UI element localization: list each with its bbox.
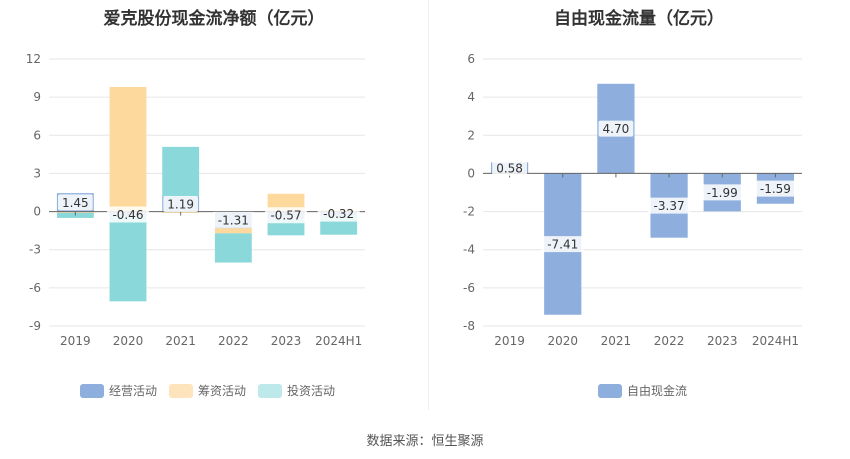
- legend-label-financing: 筹资活动: [198, 384, 247, 398]
- legend-swatch-financing: [169, 383, 194, 398]
- data-label: 1.45: [62, 196, 89, 210]
- y-tick-label: -9: [29, 319, 41, 333]
- y-tick-label: 6: [33, 128, 41, 142]
- data-label: -0.57: [270, 209, 301, 223]
- x-tick-label: 2021: [165, 334, 196, 348]
- data-label: -0.46: [112, 208, 143, 222]
- left-chart-legend: 经营活动 筹资活动 投资活动: [80, 382, 335, 399]
- data-label: 1.19: [167, 198, 194, 212]
- x-tick-label: 2022: [218, 334, 249, 348]
- legend-item-financing[interactable]: 筹资活动: [169, 382, 246, 399]
- y-tick-label: 3: [33, 166, 41, 180]
- bar-investing: [162, 146, 200, 197]
- legend-item-investing[interactable]: 投资活动: [258, 382, 335, 399]
- data-label-bg: [317, 205, 360, 222]
- x-tick-label: 2019: [60, 334, 91, 348]
- data-label-bg: [754, 180, 797, 197]
- legend-swatch-operating: [80, 383, 104, 398]
- legend-label-operating: 经营活动: [109, 384, 158, 398]
- data-label-bg: [701, 184, 744, 201]
- right-chart-legend: 自由现金流: [598, 382, 687, 399]
- y-tick-label: -6: [463, 281, 475, 295]
- bar-free: [650, 173, 688, 238]
- x-tick-label: 2023: [707, 334, 738, 348]
- data-label-bg: [492, 159, 527, 176]
- data-label-bg: [212, 211, 255, 228]
- data-label: -1.99: [707, 186, 738, 200]
- data-label-bg: [57, 194, 93, 211]
- x-tick-label: 2024H1: [752, 334, 799, 348]
- bar-investing: [109, 217, 147, 302]
- data-source-note: 数据来源：恒生聚源: [366, 434, 484, 449]
- x-tick-label: 2021: [601, 334, 632, 348]
- bar-investing: [214, 233, 252, 263]
- x-tick-label: 2020: [113, 334, 144, 348]
- y-tick-label: -8: [463, 319, 475, 333]
- legend-item-free-cash-flow[interactable]: 自由现金流: [598, 382, 687, 399]
- data-label: -1.31: [218, 213, 249, 227]
- data-label: 0.58: [496, 161, 523, 175]
- legend-item-operating[interactable]: 经营活动: [80, 382, 157, 399]
- legend-label-investing: 投资活动: [287, 384, 336, 398]
- x-tick-label: 2023: [271, 334, 302, 348]
- bar-financing: [109, 86, 147, 212]
- y-tick-label: 2: [467, 128, 475, 142]
- left-chart-title: 爱克股份现金流净额（亿元）: [103, 9, 325, 29]
- y-tick-label: -4: [463, 243, 475, 257]
- data-label-bg: [598, 120, 634, 137]
- data-label: -3.37: [654, 199, 685, 213]
- data-label: -1.59: [760, 182, 791, 196]
- x-tick-label: 2024H1: [315, 334, 362, 348]
- y-tick-label: 4: [467, 90, 475, 104]
- data-label-bg: [541, 236, 584, 253]
- data-label-bg: [107, 206, 149, 223]
- x-tick-label: 2022: [654, 334, 685, 348]
- data-label-bg: [265, 207, 307, 224]
- y-tick-label: 0: [33, 205, 41, 219]
- bar-free: [544, 173, 582, 315]
- y-tick-label: 12: [26, 52, 41, 66]
- y-tick-label: 0: [467, 166, 475, 180]
- data-label-bg: [648, 197, 691, 214]
- data-label: -0.32: [323, 207, 354, 221]
- y-tick-label: -3: [29, 243, 41, 257]
- bar-free: [756, 173, 795, 204]
- y-tick-label: 6: [467, 52, 475, 66]
- y-tick-label: -6: [29, 281, 41, 295]
- data-label: 4.70: [603, 122, 630, 136]
- bar-financing: [267, 193, 305, 212]
- y-tick-label: -2: [463, 205, 475, 219]
- chart-divider: [428, 0, 429, 410]
- x-tick-label: 2019: [494, 334, 525, 348]
- x-tick-label: 2020: [547, 334, 578, 348]
- data-label: -7.41: [547, 238, 578, 252]
- left-chart: 12 9 6 3 0 -3 -6 -9 2019 2020 2021 2022 2023 2024H1 1.…: [26, 52, 365, 348]
- bar-free: [597, 83, 635, 174]
- legend-swatch-free-cash-flow: [598, 383, 622, 398]
- bar-financing: [214, 228, 252, 234]
- legend-swatch-investing: [258, 383, 283, 398]
- legend-label-free-cash-flow: 自由现金流: [627, 384, 688, 398]
- data-label-bg: [163, 196, 199, 213]
- bar-free: [703, 173, 741, 212]
- y-tick-label: 9: [33, 90, 41, 104]
- bar-free: [490, 162, 529, 174]
- right-chart-title: 自由现金流量（亿元）: [554, 9, 724, 29]
